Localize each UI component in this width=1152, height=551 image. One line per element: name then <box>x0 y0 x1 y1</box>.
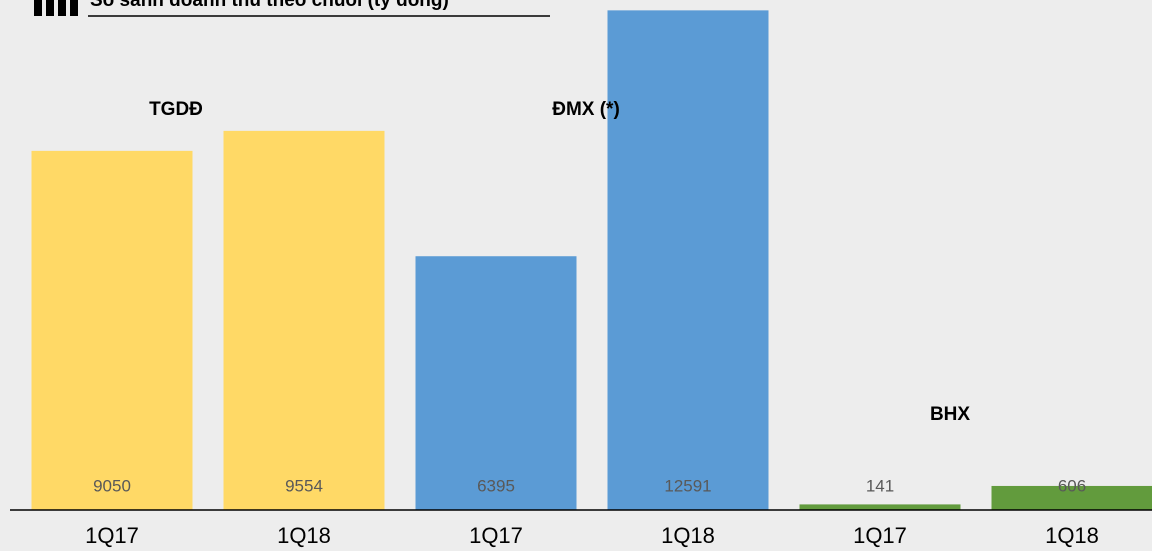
value-label: 141 <box>866 476 894 495</box>
x-tick-label: 1Q17 <box>85 523 139 548</box>
bar <box>607 10 769 510</box>
x-tick-label: 1Q17 <box>469 523 523 548</box>
group-label: TGDĐ <box>149 99 203 120</box>
bar <box>799 504 961 510</box>
value-label: 9050 <box>93 476 131 495</box>
bar <box>415 256 577 510</box>
value-label: 6395 <box>477 476 515 495</box>
bar <box>31 150 193 510</box>
x-tick-label: 1Q18 <box>661 523 715 548</box>
value-label: 9554 <box>285 476 323 495</box>
bar <box>223 130 385 510</box>
chart-title: So sánh doanh thu theo chuỗi (tỷ đồng) <box>90 0 449 11</box>
group-label: BHX <box>930 404 970 425</box>
title-icon <box>34 0 78 16</box>
value-label: 606 <box>1058 476 1086 495</box>
x-tick-label: 1Q17 <box>853 523 907 548</box>
value-label: 12591 <box>664 476 711 495</box>
group-label: ĐMX (*) <box>552 99 620 120</box>
x-tick-label: 1Q18 <box>1045 523 1099 548</box>
x-tick-label: 1Q18 <box>277 523 331 548</box>
bar <box>991 485 1152 510</box>
